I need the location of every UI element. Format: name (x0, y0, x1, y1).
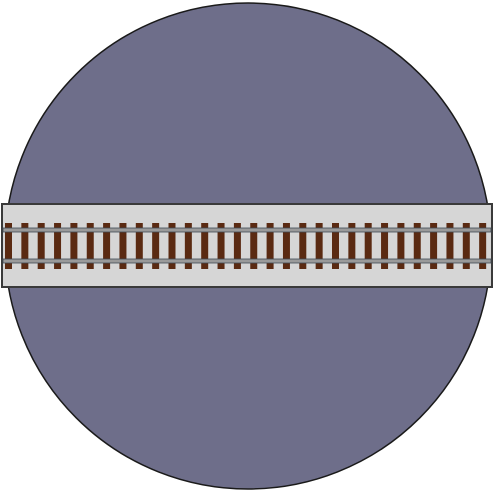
track-tie (462, 223, 470, 269)
track-tie (103, 223, 111, 269)
track-tie (152, 223, 160, 269)
track-tie (364, 223, 372, 269)
track-tie (250, 223, 258, 269)
track-tie (119, 223, 127, 269)
track-tie (184, 223, 192, 269)
rail-bottom (2, 258, 492, 264)
track-rails (2, 227, 492, 264)
track-tie (315, 223, 323, 269)
track-tie (381, 223, 389, 269)
track-tie (348, 223, 356, 269)
track-tie (413, 223, 421, 269)
track-tie (233, 223, 241, 269)
track-tie (479, 223, 487, 269)
track-tie (332, 223, 339, 269)
bridge-deck (1, 203, 493, 288)
track-tie (446, 223, 454, 269)
track-tie (299, 223, 307, 269)
track-tie (397, 223, 405, 269)
track-tie (266, 223, 274, 269)
track-tie (282, 223, 290, 269)
track-tie (135, 223, 143, 269)
track-tie (201, 223, 209, 269)
track-tie (168, 223, 176, 269)
track-tie (5, 223, 12, 269)
rail-top (2, 227, 492, 233)
track-tie (217, 223, 225, 269)
track-tie (430, 223, 438, 269)
track-tie (86, 223, 94, 269)
track-tie (21, 223, 29, 269)
track-tie (54, 223, 62, 269)
track-ties (5, 223, 487, 269)
turntable-bridge[interactable] (1, 203, 493, 288)
track-tie (70, 223, 78, 269)
track-tie (37, 223, 45, 269)
